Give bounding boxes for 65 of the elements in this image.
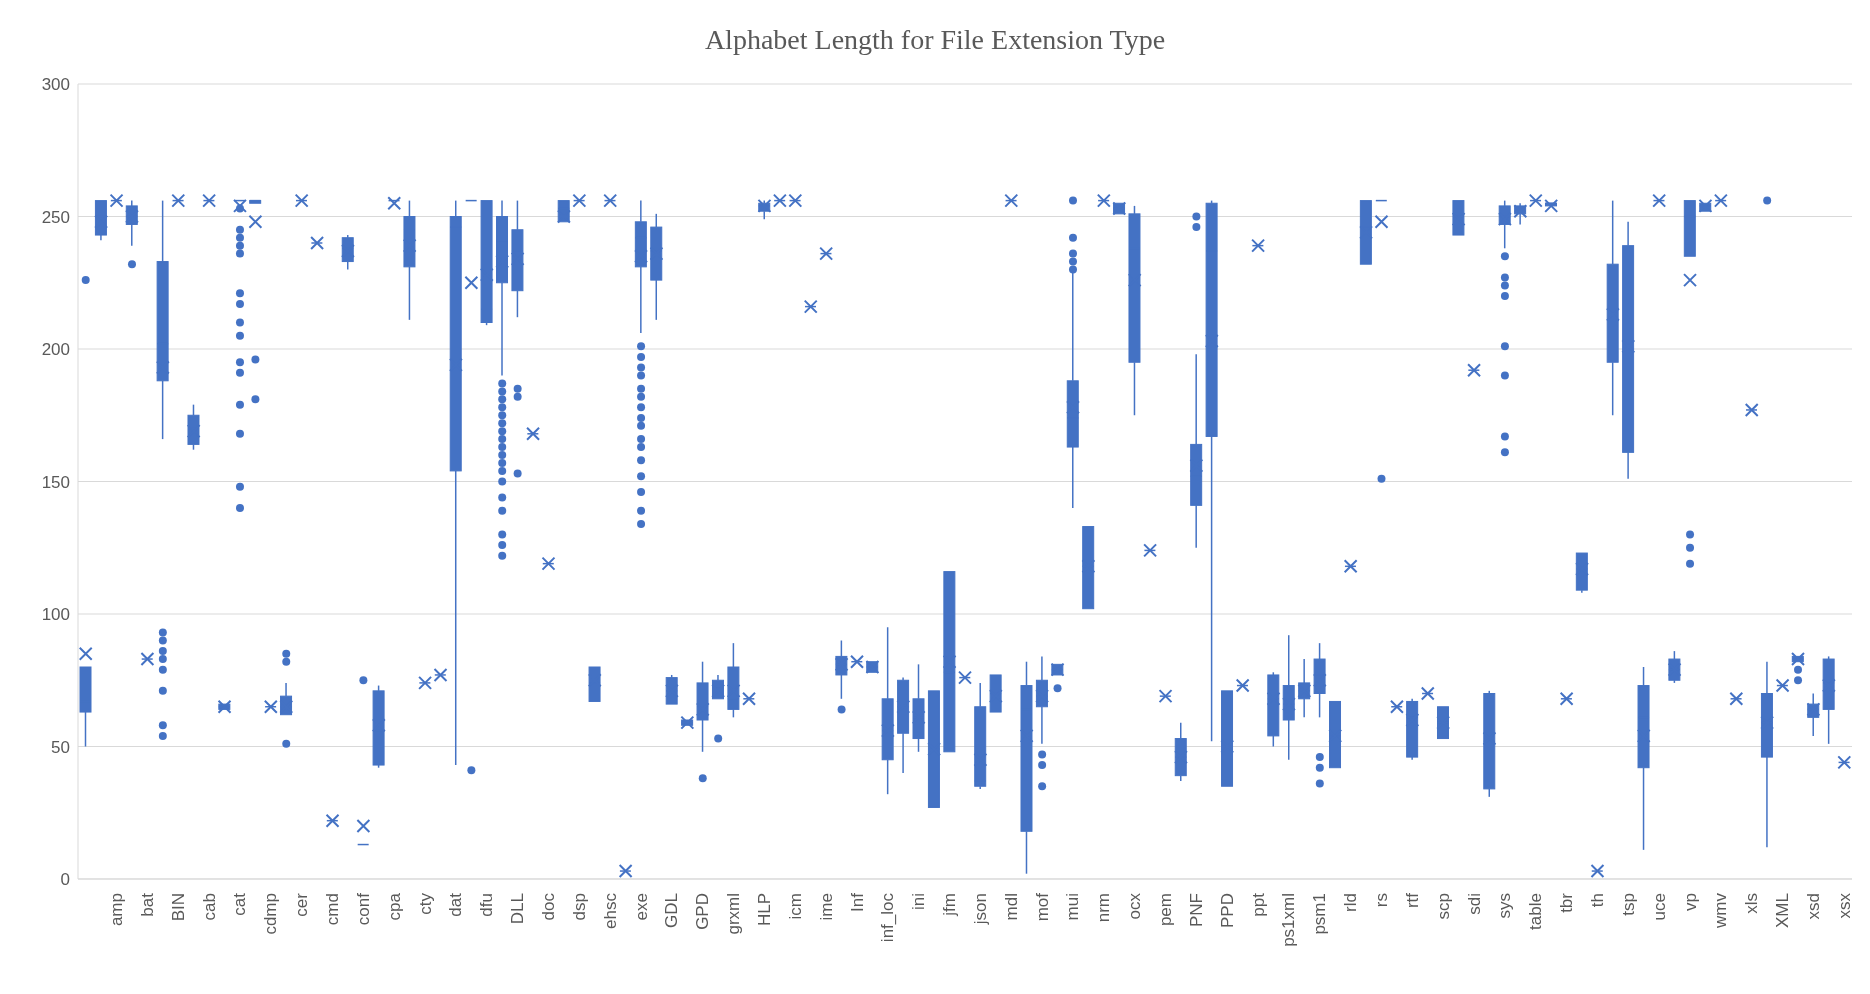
- x-tick-label: tbr: [1557, 892, 1577, 913]
- x-tick-label: pem: [1156, 893, 1176, 927]
- x-tick-label: cat: [230, 892, 250, 916]
- x-tick-label: icm: [785, 893, 805, 920]
- x-tick-label: json: [970, 893, 990, 926]
- x-tick-label: doc: [539, 892, 558, 921]
- x-tick-label: cmd: [323, 893, 343, 926]
- x-tick-label: PPD: [1217, 893, 1237, 928]
- x-tick-label: GPD: [693, 893, 713, 930]
- x-tick-label: ps1xml: [1279, 893, 1299, 947]
- x-tick-label: amp: [107, 893, 127, 927]
- x-tick-label: dat: [446, 892, 466, 917]
- x-tick-label: ppt: [1248, 892, 1268, 917]
- y-tick-label: 300: [41, 75, 70, 95]
- x-tick-label: cpa: [384, 892, 404, 921]
- x-tick-label: DLL: [508, 893, 528, 925]
- x-tick-label: cab: [199, 893, 219, 921]
- x-tick-label: psm1: [1310, 893, 1330, 935]
- y-tick-label: 200: [41, 340, 70, 360]
- x-tick-label: grxml: [724, 893, 744, 935]
- x-tick-label: xsx: [1834, 892, 1854, 919]
- x-tick-label: sdi: [1464, 893, 1484, 915]
- x-tick-label: mui: [1063, 893, 1083, 921]
- x-tick-label: cty: [415, 892, 435, 915]
- x-tick-label: ini: [909, 893, 929, 911]
- x-tick-label: xls: [1742, 893, 1762, 914]
- x-tick-label: rtf: [1402, 892, 1422, 909]
- x-tick-label: dsp: [569, 893, 589, 921]
- y-tick-label: 100: [41, 605, 70, 625]
- x-tick-label: tsp: [1618, 893, 1638, 916]
- x-tick-label: xsd: [1803, 893, 1823, 920]
- x-tick-label: dfu: [477, 893, 497, 917]
- x-tick-label: ehsc: [600, 892, 620, 929]
- x-tick-label: jfm: [940, 893, 960, 917]
- x-tick-label: wmv: [1711, 892, 1731, 929]
- x-tick-label: BIN: [168, 893, 188, 922]
- x-tick-label: table: [1526, 893, 1546, 930]
- x-tick-label: Inf: [847, 892, 867, 912]
- x-tick-label: ime: [816, 893, 836, 921]
- x-tick-label: rld: [1341, 893, 1361, 912]
- y-tick-label: 150: [41, 472, 70, 492]
- y-tick-label: 250: [41, 207, 70, 227]
- x-tick-label: mof: [1032, 892, 1052, 922]
- x-tick-label: uce: [1649, 893, 1669, 921]
- x-tick-label: conf: [353, 892, 373, 926]
- y-tick-label: 50: [51, 737, 70, 757]
- y-tick-label: 0: [60, 870, 70, 890]
- chart-title: Alphabet Length for File Extension Type: [703, 23, 1167, 57]
- x-tick-label: cdmp: [261, 893, 281, 935]
- x-tick-label: scp: [1433, 893, 1453, 920]
- x-tick-label: XML: [1773, 893, 1793, 928]
- x-tick-label: nrm: [1094, 893, 1114, 923]
- x-tick-label: vp: [1680, 893, 1700, 911]
- x-tick-label: ocx: [1125, 892, 1145, 920]
- x-tick-label: exe: [631, 893, 651, 921]
- x-tick-label: inf_loc: [878, 892, 898, 943]
- x-tick-label: cer: [292, 892, 312, 917]
- x-tick-label: HLP: [754, 893, 774, 927]
- x-tick-label: rs: [1372, 893, 1391, 908]
- x-tick-label: sys: [1495, 893, 1515, 919]
- x-tick-label: PNF: [1186, 893, 1206, 927]
- x-tick-label: mdl: [1001, 893, 1021, 921]
- x-tick-label: GDL: [662, 893, 682, 928]
- x-tick-label: bat: [137, 892, 157, 917]
- x-tick-label: th: [1587, 893, 1607, 908]
